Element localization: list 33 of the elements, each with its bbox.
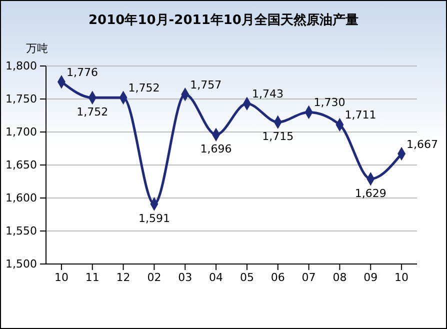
data-label: 1,752 xyxy=(76,106,108,119)
y-tick-label: 1,750 xyxy=(6,92,37,106)
x-tick-label: 07 xyxy=(302,270,316,284)
x-tick-label: 05 xyxy=(240,270,254,284)
x-tick-label: 06 xyxy=(270,270,285,284)
chart-title: 2010年10月-2011年10月全国天然原油产量 xyxy=(88,12,358,28)
y-tick-label: 1,700 xyxy=(6,126,37,139)
x-tick-label: 02 xyxy=(147,270,162,284)
x-tick-label: 11 xyxy=(85,270,100,284)
data-label: 1,743 xyxy=(252,88,284,101)
y-tick-label: 1,550 xyxy=(6,224,37,238)
data-label: 1,752 xyxy=(128,82,160,95)
y-tick-label: 1,600 xyxy=(6,192,37,205)
data-label: 1,667 xyxy=(406,138,438,151)
x-tick-label: 10 xyxy=(394,270,409,284)
x-tick-label: 08 xyxy=(332,270,347,284)
x-tick-label: 12 xyxy=(116,270,130,284)
data-label: 1,629 xyxy=(354,186,386,200)
data-label: 1,711 xyxy=(344,108,376,122)
data-label: 1,696 xyxy=(200,142,232,156)
x-tick-label: 09 xyxy=(364,270,378,284)
y-tick-label: 1,650 xyxy=(6,158,37,172)
x-tick-label: 04 xyxy=(209,270,224,284)
data-label: 1,730 xyxy=(314,96,346,110)
data-label: 1,591 xyxy=(138,212,170,225)
y-tick-label: 1,500 xyxy=(6,258,37,271)
y-tick-label: 1,800 xyxy=(6,60,37,73)
data-label: 1,757 xyxy=(190,78,222,92)
y-axis-title: 万吨 xyxy=(26,42,48,55)
x-tick-label: 03 xyxy=(178,270,192,284)
data-label: 1,776 xyxy=(66,66,98,79)
data-label: 1,715 xyxy=(262,130,294,144)
x-tick-label: 10 xyxy=(54,270,68,284)
